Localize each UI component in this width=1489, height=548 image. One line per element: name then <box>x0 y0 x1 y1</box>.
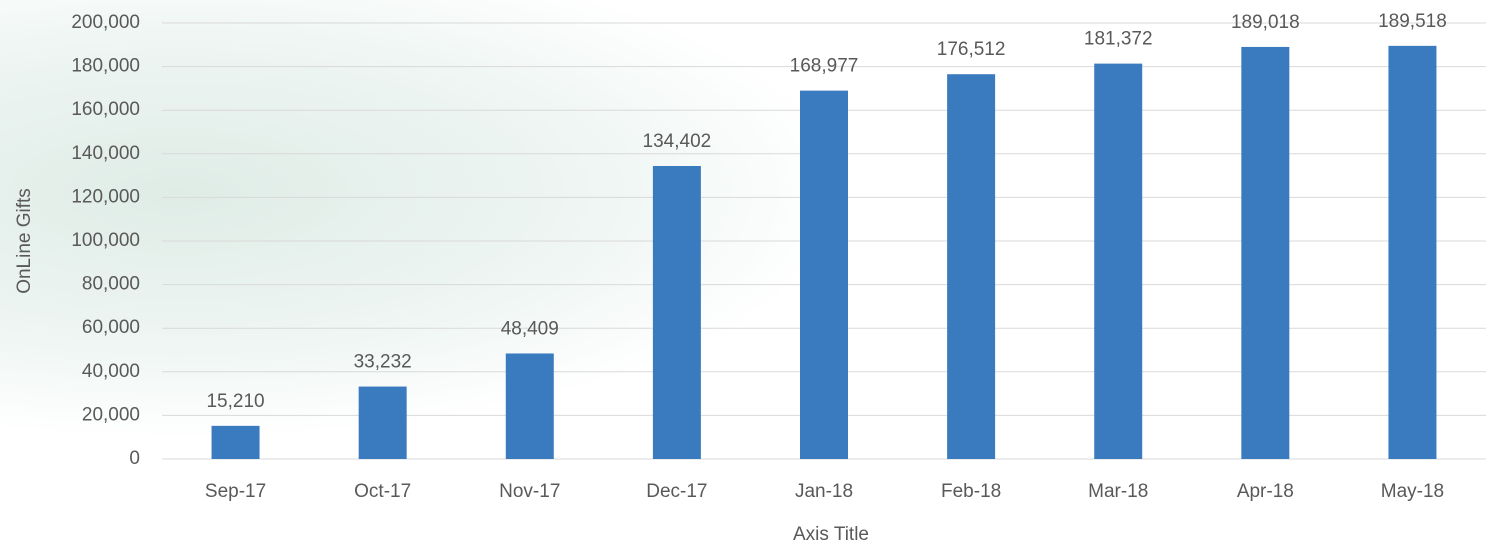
bar <box>1388 45 1437 459</box>
data-label: 168,977 <box>790 56 859 77</box>
x-tick-label: Dec-17 <box>646 481 707 502</box>
x-tick-label: Jan-18 <box>795 481 853 502</box>
data-label: 189,018 <box>1231 12 1300 33</box>
x-tick-label: Apr-18 <box>1237 481 1294 502</box>
bar <box>358 386 407 459</box>
bar <box>947 74 996 459</box>
y-tick-label: 200,000 <box>71 12 140 33</box>
x-tick-label: Feb-18 <box>941 481 1001 502</box>
y-tick-label: 100,000 <box>71 230 140 251</box>
y-tick-label: 80,000 <box>82 274 140 295</box>
x-axis-title: Axis Title <box>793 524 869 545</box>
y-tick-label: 120,000 <box>71 186 140 207</box>
y-tick-label: 160,000 <box>71 99 140 120</box>
data-label: 48,409 <box>501 318 559 339</box>
bar <box>800 90 848 460</box>
data-label: 134,402 <box>643 131 712 152</box>
data-label: 33,232 <box>354 352 412 373</box>
y-tick-label: 40,000 <box>82 361 140 382</box>
bar <box>211 425 260 459</box>
y-tick-label: 60,000 <box>82 317 140 338</box>
x-tick-label: May-18 <box>1381 481 1444 502</box>
bar <box>505 353 554 459</box>
y-tick-label: 0 <box>129 448 140 469</box>
y-tick-label: 20,000 <box>82 404 140 425</box>
data-label: 181,372 <box>1084 29 1153 50</box>
x-tick-label: Mar-18 <box>1088 481 1148 502</box>
x-tick-label: Sep-17 <box>205 481 266 502</box>
data-label: 15,210 <box>206 391 264 412</box>
data-label: 189,518 <box>1378 11 1447 32</box>
bar <box>1094 63 1143 459</box>
x-tick-label: Nov-17 <box>499 481 560 502</box>
y-axis-title: OnLine Gifts <box>14 188 35 294</box>
bar <box>652 166 701 459</box>
x-tick-label: Oct-17 <box>354 481 411 502</box>
bar <box>1241 46 1290 459</box>
y-tick-label: 140,000 <box>71 143 140 164</box>
data-label: 176,512 <box>937 39 1006 60</box>
y-tick-label: 180,000 <box>71 56 140 77</box>
